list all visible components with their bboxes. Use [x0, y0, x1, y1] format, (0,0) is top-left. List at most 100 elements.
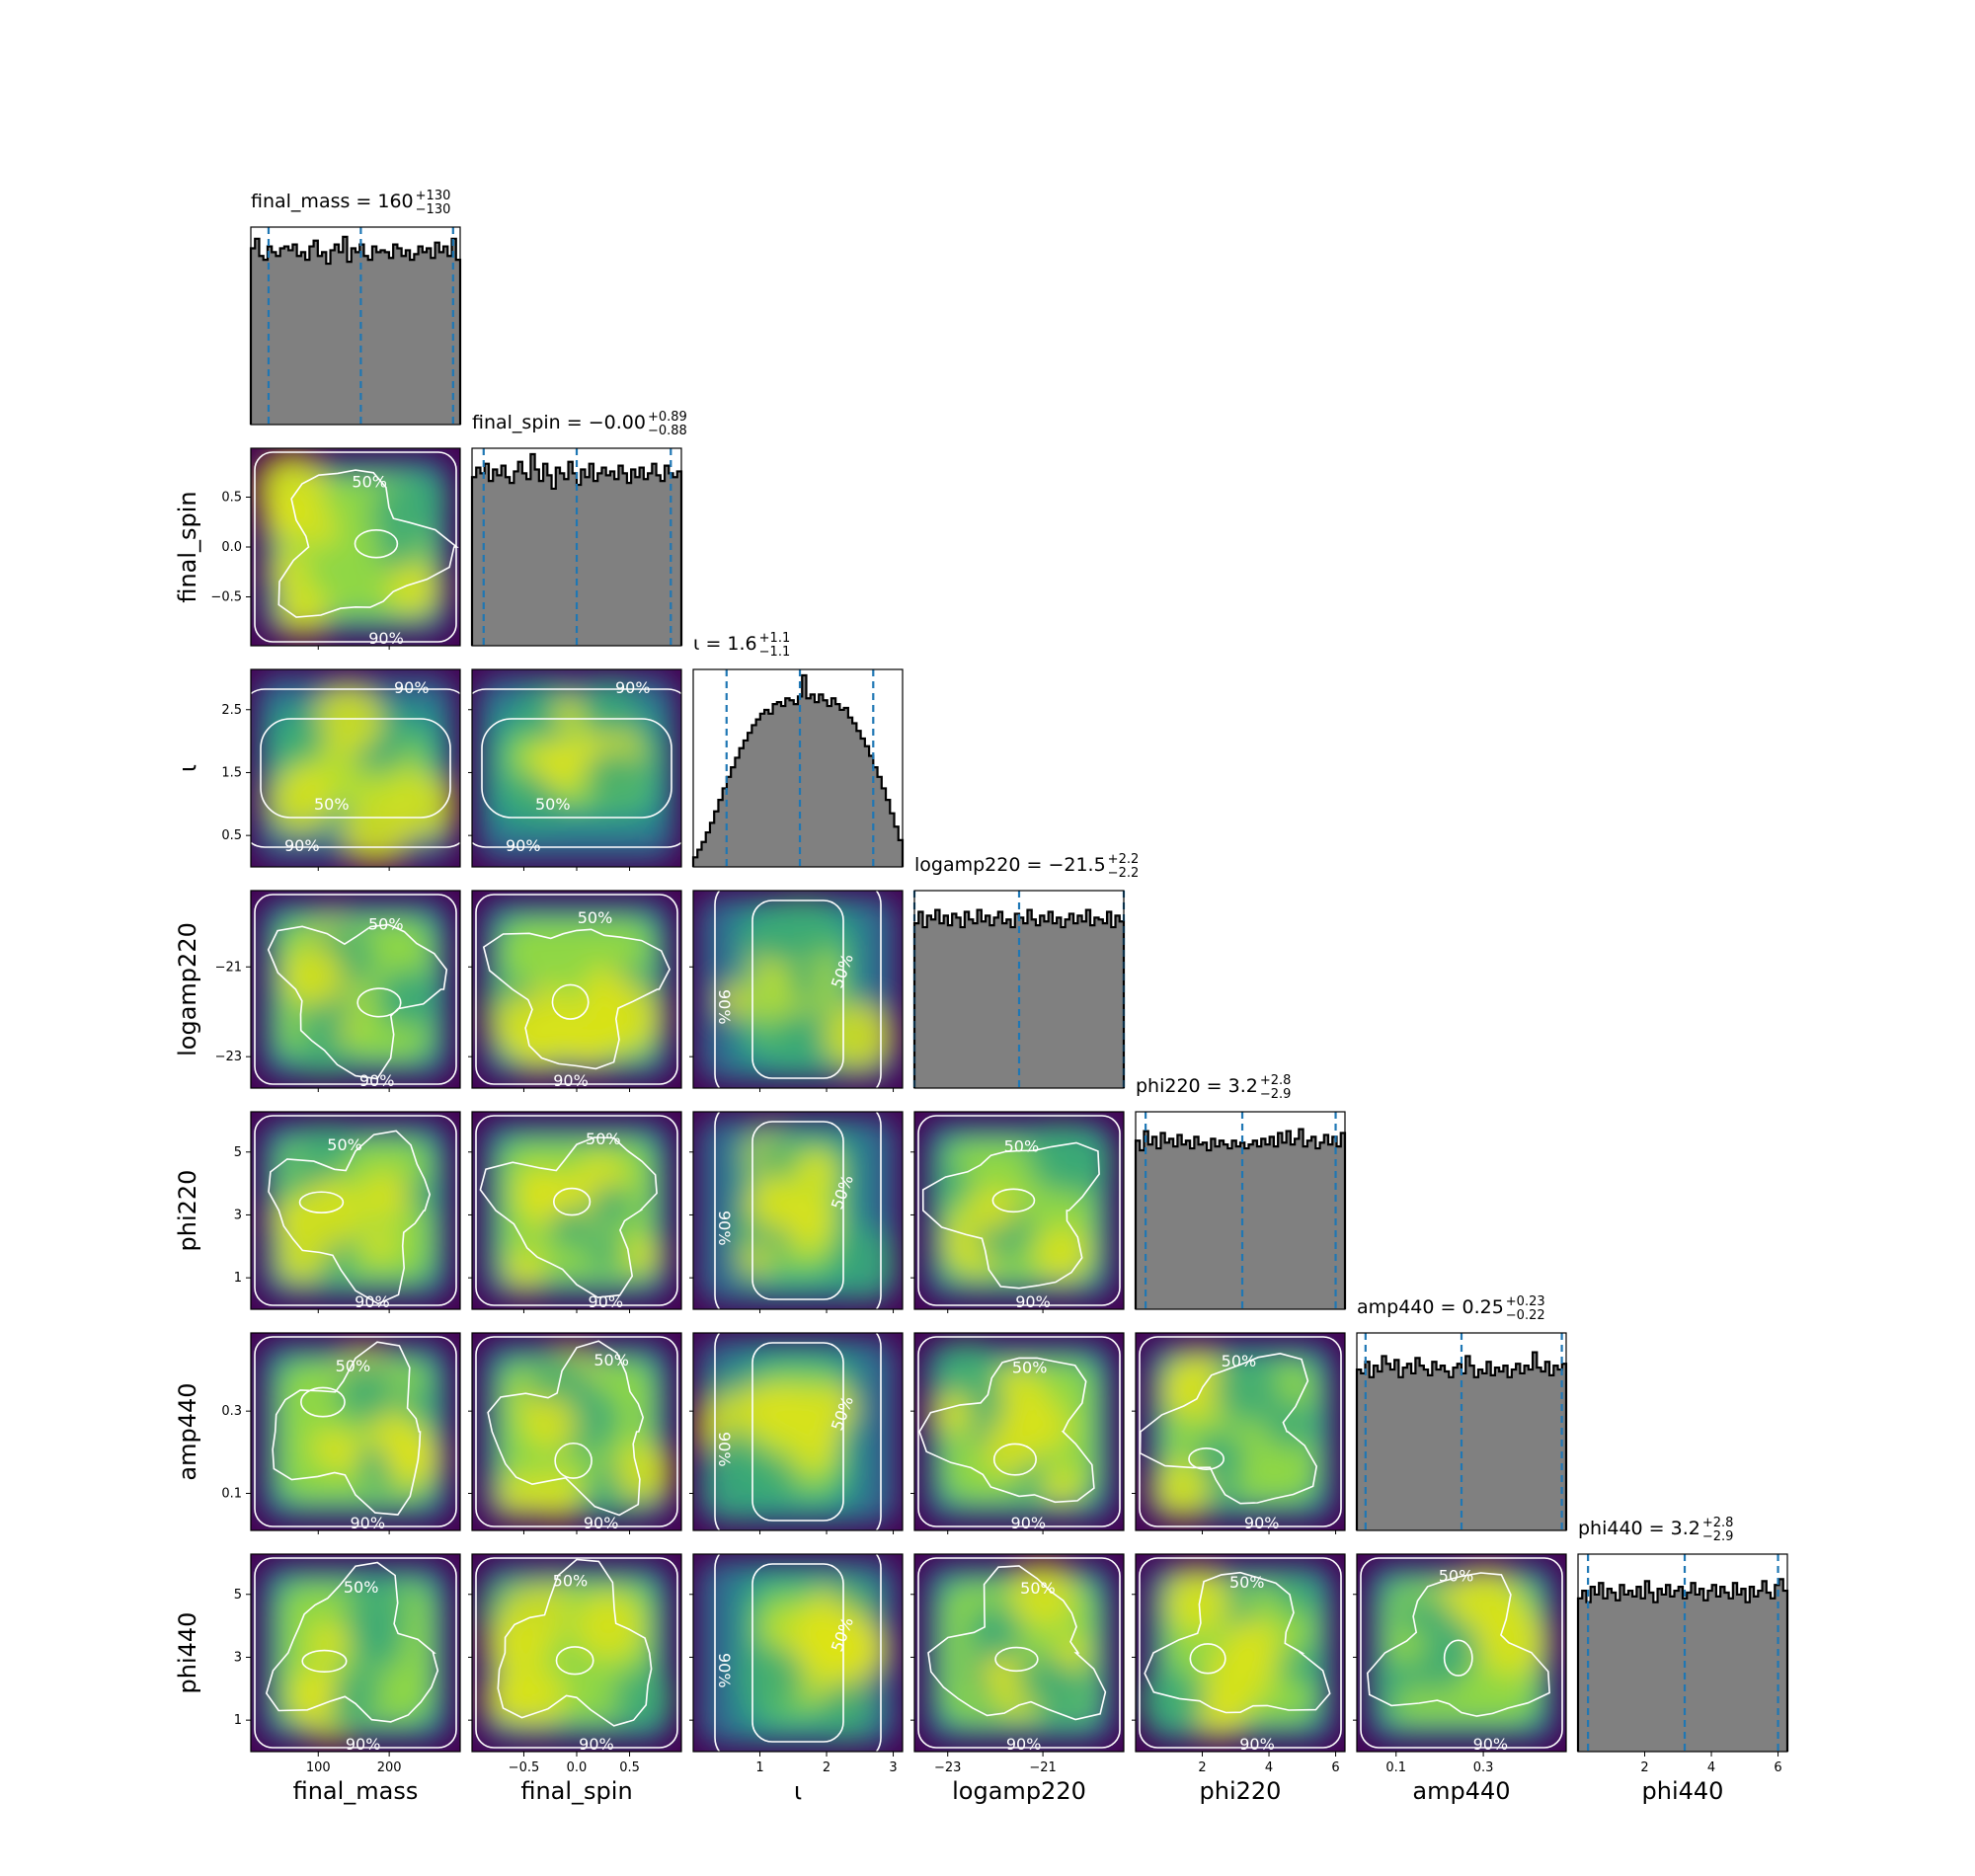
density-blob	[496, 1472, 540, 1517]
x-tick-label: 2	[823, 1760, 830, 1775]
histogram-title: final_mass = 160 +130 −130	[251, 189, 450, 217]
density-blob	[308, 1622, 350, 1664]
density: 90%50%	[472, 1112, 681, 1309]
histogram-title: ι = 1.6 +1.1 −1.1	[693, 631, 790, 660]
title-err-minus: −130	[416, 202, 451, 217]
contour-label-50: 50%	[1004, 1136, 1040, 1155]
contour-50-island	[354, 529, 399, 559]
panel-frame	[913, 1553, 1125, 1753]
contour-90	[917, 1557, 1121, 1749]
y-tick-label: 1	[234, 1713, 242, 1728]
contour-50	[751, 1121, 844, 1300]
y-tick-label: −23	[215, 1050, 242, 1064]
y-tick-label: 1.5	[221, 765, 242, 780]
density-blob	[1053, 1635, 1089, 1672]
density-blob	[830, 1228, 898, 1296]
density: 90%50%	[251, 1554, 460, 1752]
panel-phi440-phi220: 90% 50% 2 4 6 phi220	[1132, 1553, 1346, 1805]
x-axis-label: amp440	[1412, 1777, 1510, 1805]
contour-label-90: 90%	[1006, 1735, 1042, 1754]
density: 90%50%	[472, 1333, 681, 1532]
panel-phi440-phi440: phi440 = 3.2 +2.8 −2.9 2 4 6 phi440	[1576, 1516, 1789, 1805]
contour-label-90: 90%	[579, 1735, 614, 1754]
panel-phi220-iota: 90%50%	[689, 1111, 904, 1313]
contour-90	[475, 1115, 678, 1306]
contour-90	[472, 688, 681, 848]
density-blob	[1049, 1130, 1113, 1195]
panel-frame	[1577, 1553, 1788, 1753]
contour-50	[482, 928, 671, 1070]
density-blob	[523, 1395, 579, 1450]
y-tick-label: 0.1	[221, 1487, 242, 1502]
histogram-step	[1576, 1578, 1789, 1752]
density-blob	[505, 1249, 545, 1290]
contour-label-50: 50%	[1012, 1358, 1048, 1376]
density-blob	[1264, 1399, 1314, 1449]
contour-90	[251, 688, 460, 848]
panel-amp440-iota: 90%50%	[689, 1332, 904, 1534]
x-tick-label: −21	[1029, 1760, 1056, 1775]
contour-90	[714, 1112, 882, 1309]
density-blob	[585, 749, 643, 808]
histogram-fill	[1578, 1579, 1787, 1752]
panel-phi440-amp440: 90% 50% 0.1 0.3 amp440	[1353, 1553, 1567, 1805]
density-field	[696, 1339, 897, 1524]
x-tick-label: 0.0	[567, 1760, 588, 1775]
density-blob	[785, 965, 823, 1002]
contour-50	[497, 1558, 653, 1727]
density-blob	[387, 562, 440, 616]
density: 90%50%	[914, 1112, 1124, 1309]
contour-50-island	[298, 1191, 345, 1214]
panel-logamp220-logamp220: logamp220 = −21.5 +2.2 −2.2	[912, 852, 1140, 1089]
title-err-minus: −2.2	[1108, 866, 1140, 881]
density-field	[699, 895, 897, 1082]
title-text: phi440 = 3.2	[1578, 1518, 1700, 1539]
panel-final_mass-final_mass: final_mass = 160 +130 −130	[249, 189, 462, 426]
x-tick-label: 0.3	[1473, 1760, 1494, 1775]
density-blob	[312, 685, 383, 755]
y-tick-label: 5	[234, 1145, 242, 1160]
density-blob	[739, 1383, 774, 1418]
contour-label-90: 90%	[715, 1211, 734, 1246]
contour-50	[927, 1565, 1107, 1721]
contour-50-island	[1188, 1446, 1224, 1470]
density-blob	[808, 1383, 857, 1432]
contour-90	[714, 1333, 882, 1530]
y-tick-label: −0.5	[210, 590, 242, 605]
density-blob	[612, 1667, 675, 1730]
contour-label-90: 90%	[359, 1071, 395, 1090]
x-axis-label: final_mass	[293, 1777, 419, 1805]
density-blob	[276, 1234, 326, 1284]
panel-frame	[1135, 1111, 1346, 1310]
histogram-step	[1134, 1128, 1347, 1309]
panel-frame	[471, 447, 682, 647]
density: 90%50%	[693, 1333, 903, 1530]
x-axis-label: ι	[794, 1777, 802, 1805]
density-blob	[534, 739, 583, 786]
panel-final_spin-final_spin: final_spin = −0.00 +0.89 −0.88	[470, 410, 687, 647]
density-blob	[981, 1422, 1034, 1475]
histogram-title: amp440 = 0.25 +0.23 −0.22	[1357, 1294, 1545, 1323]
density-blob	[335, 1360, 398, 1423]
density-blob	[329, 1697, 364, 1733]
density-blob	[1162, 1379, 1197, 1414]
contour-label-90: 90%	[394, 678, 430, 697]
contour-50	[277, 469, 459, 618]
contour-label-50: 50%	[368, 914, 404, 933]
density-field	[261, 900, 450, 1079]
panel-logamp220-final_spin: 90% 50%	[468, 890, 682, 1092]
contour-label-90: 90%	[584, 1514, 619, 1532]
contour-label-50: 50%	[1020, 1579, 1056, 1598]
density-blob	[785, 1031, 827, 1072]
x-axis-label: logamp220	[952, 1777, 1086, 1805]
panel-iota-final_spin: 90% 50% 90%	[468, 668, 682, 871]
contour-label-50: 50%	[1439, 1567, 1474, 1586]
density-blob	[363, 1228, 396, 1261]
histogram-step	[470, 452, 683, 646]
contour-90	[475, 1336, 678, 1527]
contour-50	[1144, 1571, 1331, 1714]
x-tick-label: 4	[1265, 1760, 1273, 1775]
density-blob	[739, 1242, 772, 1276]
density-blob	[300, 1123, 353, 1176]
density-blob	[719, 981, 756, 1019]
